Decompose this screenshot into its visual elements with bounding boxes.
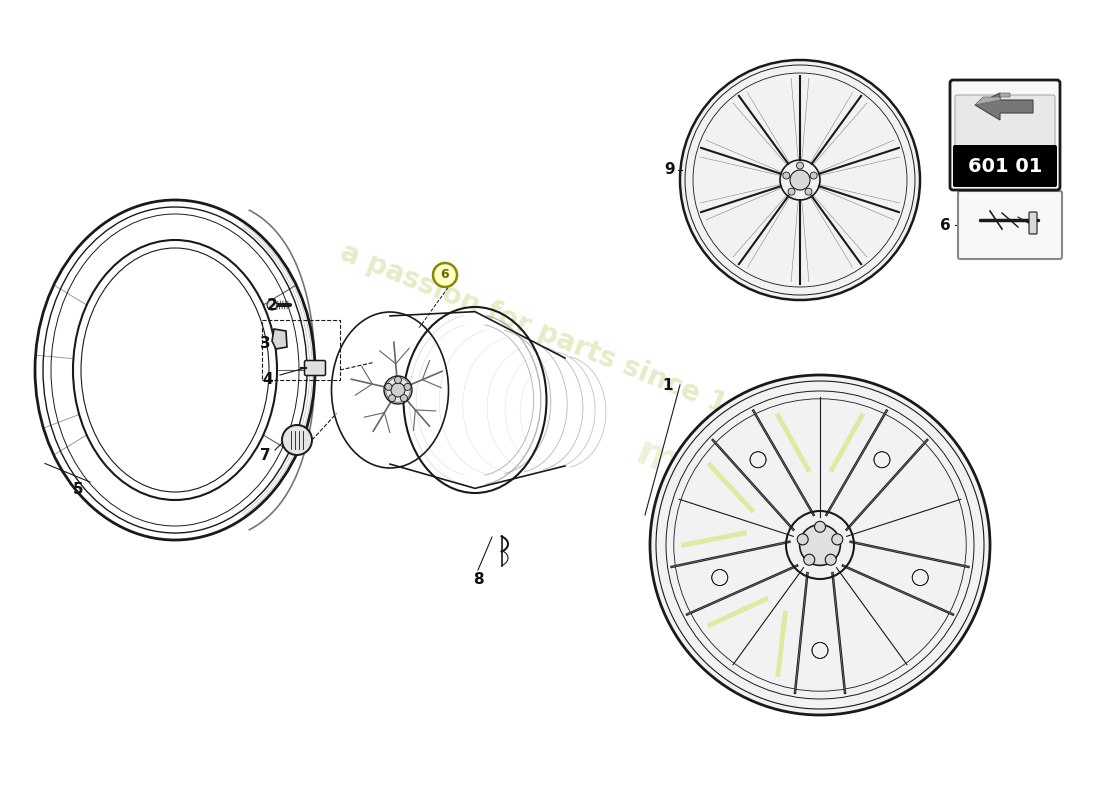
Circle shape bbox=[390, 383, 405, 397]
Text: 9: 9 bbox=[664, 162, 675, 178]
Text: 6: 6 bbox=[441, 269, 449, 282]
Circle shape bbox=[798, 534, 808, 545]
Text: 85: 85 bbox=[769, 502, 861, 582]
Circle shape bbox=[282, 425, 312, 455]
Circle shape bbox=[680, 60, 920, 300]
FancyBboxPatch shape bbox=[1028, 212, 1037, 234]
Text: 3: 3 bbox=[260, 335, 271, 350]
Circle shape bbox=[395, 377, 402, 383]
Circle shape bbox=[388, 394, 396, 402]
FancyBboxPatch shape bbox=[305, 361, 326, 375]
Circle shape bbox=[400, 394, 407, 402]
Text: 1: 1 bbox=[662, 378, 673, 393]
Circle shape bbox=[404, 383, 411, 390]
Text: 5: 5 bbox=[73, 482, 84, 498]
Text: motorparts: motorparts bbox=[630, 431, 890, 569]
Circle shape bbox=[804, 554, 815, 566]
Text: 7: 7 bbox=[260, 447, 271, 462]
Text: 8: 8 bbox=[473, 573, 483, 587]
Circle shape bbox=[811, 172, 817, 179]
Circle shape bbox=[790, 170, 810, 190]
FancyBboxPatch shape bbox=[958, 191, 1062, 259]
Circle shape bbox=[788, 188, 795, 195]
Circle shape bbox=[832, 534, 843, 545]
Circle shape bbox=[267, 300, 277, 310]
Text: a passion for parts since 1985: a passion for parts since 1985 bbox=[336, 238, 784, 442]
Circle shape bbox=[783, 172, 790, 179]
Circle shape bbox=[384, 376, 412, 404]
Circle shape bbox=[805, 188, 812, 195]
Circle shape bbox=[814, 522, 825, 532]
Text: 4: 4 bbox=[263, 373, 273, 387]
Circle shape bbox=[433, 263, 456, 287]
Circle shape bbox=[385, 383, 392, 390]
Text: 2: 2 bbox=[266, 298, 277, 313]
Circle shape bbox=[796, 162, 803, 169]
Polygon shape bbox=[975, 93, 1010, 105]
FancyBboxPatch shape bbox=[955, 95, 1055, 147]
Text: 601 01: 601 01 bbox=[968, 157, 1042, 175]
Circle shape bbox=[825, 554, 836, 566]
FancyBboxPatch shape bbox=[953, 145, 1057, 187]
Ellipse shape bbox=[650, 375, 990, 715]
FancyBboxPatch shape bbox=[950, 80, 1060, 190]
Polygon shape bbox=[272, 329, 287, 349]
Circle shape bbox=[800, 525, 840, 566]
Polygon shape bbox=[975, 93, 1033, 120]
Text: 6: 6 bbox=[939, 218, 950, 233]
